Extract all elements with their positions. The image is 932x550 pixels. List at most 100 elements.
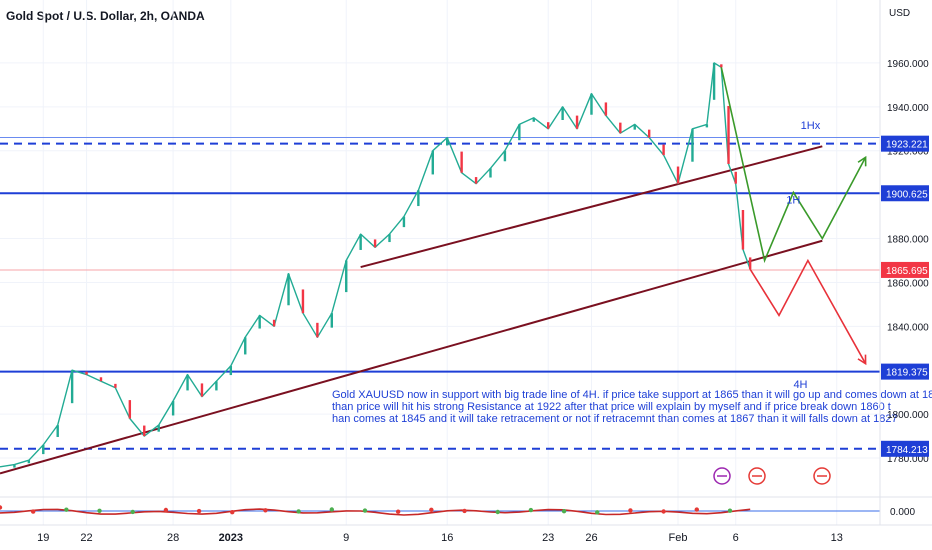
price-candle <box>431 150 434 175</box>
price-candle <box>460 151 463 173</box>
indicator-dot <box>661 509 666 514</box>
price-candle <box>691 128 694 162</box>
x-tick-label: Feb <box>669 532 688 544</box>
chart-title: Gold Spot / U.S. Dollar, 2h, OANDA <box>6 9 205 23</box>
price-candle <box>734 171 737 184</box>
x-tick-label: 28 <box>167 532 179 544</box>
annotation-block: Gold XAUUSD now in support with big trad… <box>332 389 932 425</box>
price-line-group <box>0 62 752 468</box>
zone-label: 4H <box>793 379 807 391</box>
price-candle <box>56 425 59 437</box>
indicator-dot <box>595 510 600 515</box>
x-tick-label: 6 <box>733 532 739 544</box>
price-candle <box>85 371 88 375</box>
y-axis-unit: USD <box>889 8 910 19</box>
price-candle <box>301 289 305 314</box>
chart-grid <box>0 0 880 525</box>
price-candle <box>99 377 103 382</box>
indicator-dot <box>64 507 69 512</box>
level-price-tag <box>881 363 929 380</box>
y-tick-label: 1920.000 <box>887 147 929 158</box>
annotation-line: han comes at 1845 and it will take retra… <box>332 413 898 425</box>
zone-labels: 1Hx 1H 4H <box>786 120 820 391</box>
price-candle <box>244 337 247 355</box>
level-price-tag-label: 1819.375 <box>886 368 928 379</box>
y-tick-label: 1960.000 <box>887 59 929 70</box>
event-icons <box>713 467 831 485</box>
zone-label: 1Hx <box>801 120 821 132</box>
y-tick-label: 1860.000 <box>887 278 929 289</box>
x-tick-label: 13 <box>831 532 843 544</box>
indicator-dot <box>628 508 633 513</box>
price-candle <box>157 425 160 432</box>
trendline <box>360 145 823 269</box>
price-candle <box>748 257 752 270</box>
x-axis: 19 22 28 2023 9 16 23 26 Feb 6 13 <box>0 524 932 544</box>
indicator-pane: 0.000 <box>0 496 932 518</box>
price-candle <box>489 168 492 178</box>
indicator-dot <box>329 507 335 512</box>
indicator-dot <box>462 508 467 514</box>
price-candle <box>705 124 709 128</box>
level-price-tag-label: 1784.213 <box>886 445 928 456</box>
price-candle <box>518 124 521 141</box>
indicator-dot <box>230 510 235 515</box>
indicator-dot <box>263 508 268 513</box>
price-candle <box>70 370 74 404</box>
price-candle <box>561 106 564 120</box>
indicator-dot <box>362 508 368 513</box>
price-candle <box>741 210 745 250</box>
price-candle <box>114 383 117 388</box>
indicator-dot <box>30 509 36 514</box>
y-tick-label: 1800.000 <box>887 410 929 421</box>
x-tick-label: 23 <box>542 532 554 544</box>
price-candle <box>27 460 31 464</box>
price-candle <box>633 124 636 130</box>
indicator-dot <box>727 508 733 513</box>
price-candle <box>330 313 334 328</box>
price-candle <box>258 315 261 329</box>
x-tick-label: 19 <box>37 532 49 544</box>
indicator-line <box>0 508 751 516</box>
price-candle <box>417 190 420 207</box>
price-candle <box>316 322 319 338</box>
zone-label: 1H <box>786 194 800 206</box>
price-candle <box>474 177 478 184</box>
price-candle <box>373 239 377 248</box>
indicator-dot <box>495 509 500 515</box>
price-candle <box>143 425 146 437</box>
x-tick-label: 16 <box>441 532 453 544</box>
level-price-tag <box>881 440 929 457</box>
price-candle <box>604 102 608 116</box>
projection-up-path-arrowhead <box>857 155 867 167</box>
price-candle <box>532 117 535 122</box>
x-tick-label: 2023 <box>219 532 243 544</box>
y-tick-label: 1840.000 <box>887 322 929 333</box>
price-candle <box>712 62 716 100</box>
price-candle <box>186 374 189 391</box>
indicator-dot <box>395 509 401 514</box>
annotation-line: Gold XAUUSD now in support with big trad… <box>332 389 932 401</box>
y-tick-label: 1880.000 <box>887 235 929 246</box>
indicator-dot <box>0 505 3 510</box>
price-line <box>0 62 751 468</box>
price-candle <box>229 365 233 376</box>
price-candle <box>200 383 204 397</box>
indicator-dot <box>429 507 434 512</box>
price-candle <box>359 234 362 250</box>
level-price-tag-label: 1923.221 <box>886 140 928 151</box>
price-candle <box>590 93 593 115</box>
indicator-dot <box>561 509 567 514</box>
x-tick-label: 9 <box>343 532 349 544</box>
price-candle <box>345 260 348 293</box>
price-candle <box>388 234 391 243</box>
level-price-tag <box>881 135 929 152</box>
y-axis: USD 1960.000 1940.000 1920.000 1880.000 1860.… <box>879 0 929 525</box>
price-candle <box>720 64 723 68</box>
price-candle <box>546 122 550 129</box>
projection-down-path <box>749 258 867 365</box>
price-candle <box>272 319 276 327</box>
price-candle <box>171 400 175 416</box>
price-candle <box>503 150 507 162</box>
